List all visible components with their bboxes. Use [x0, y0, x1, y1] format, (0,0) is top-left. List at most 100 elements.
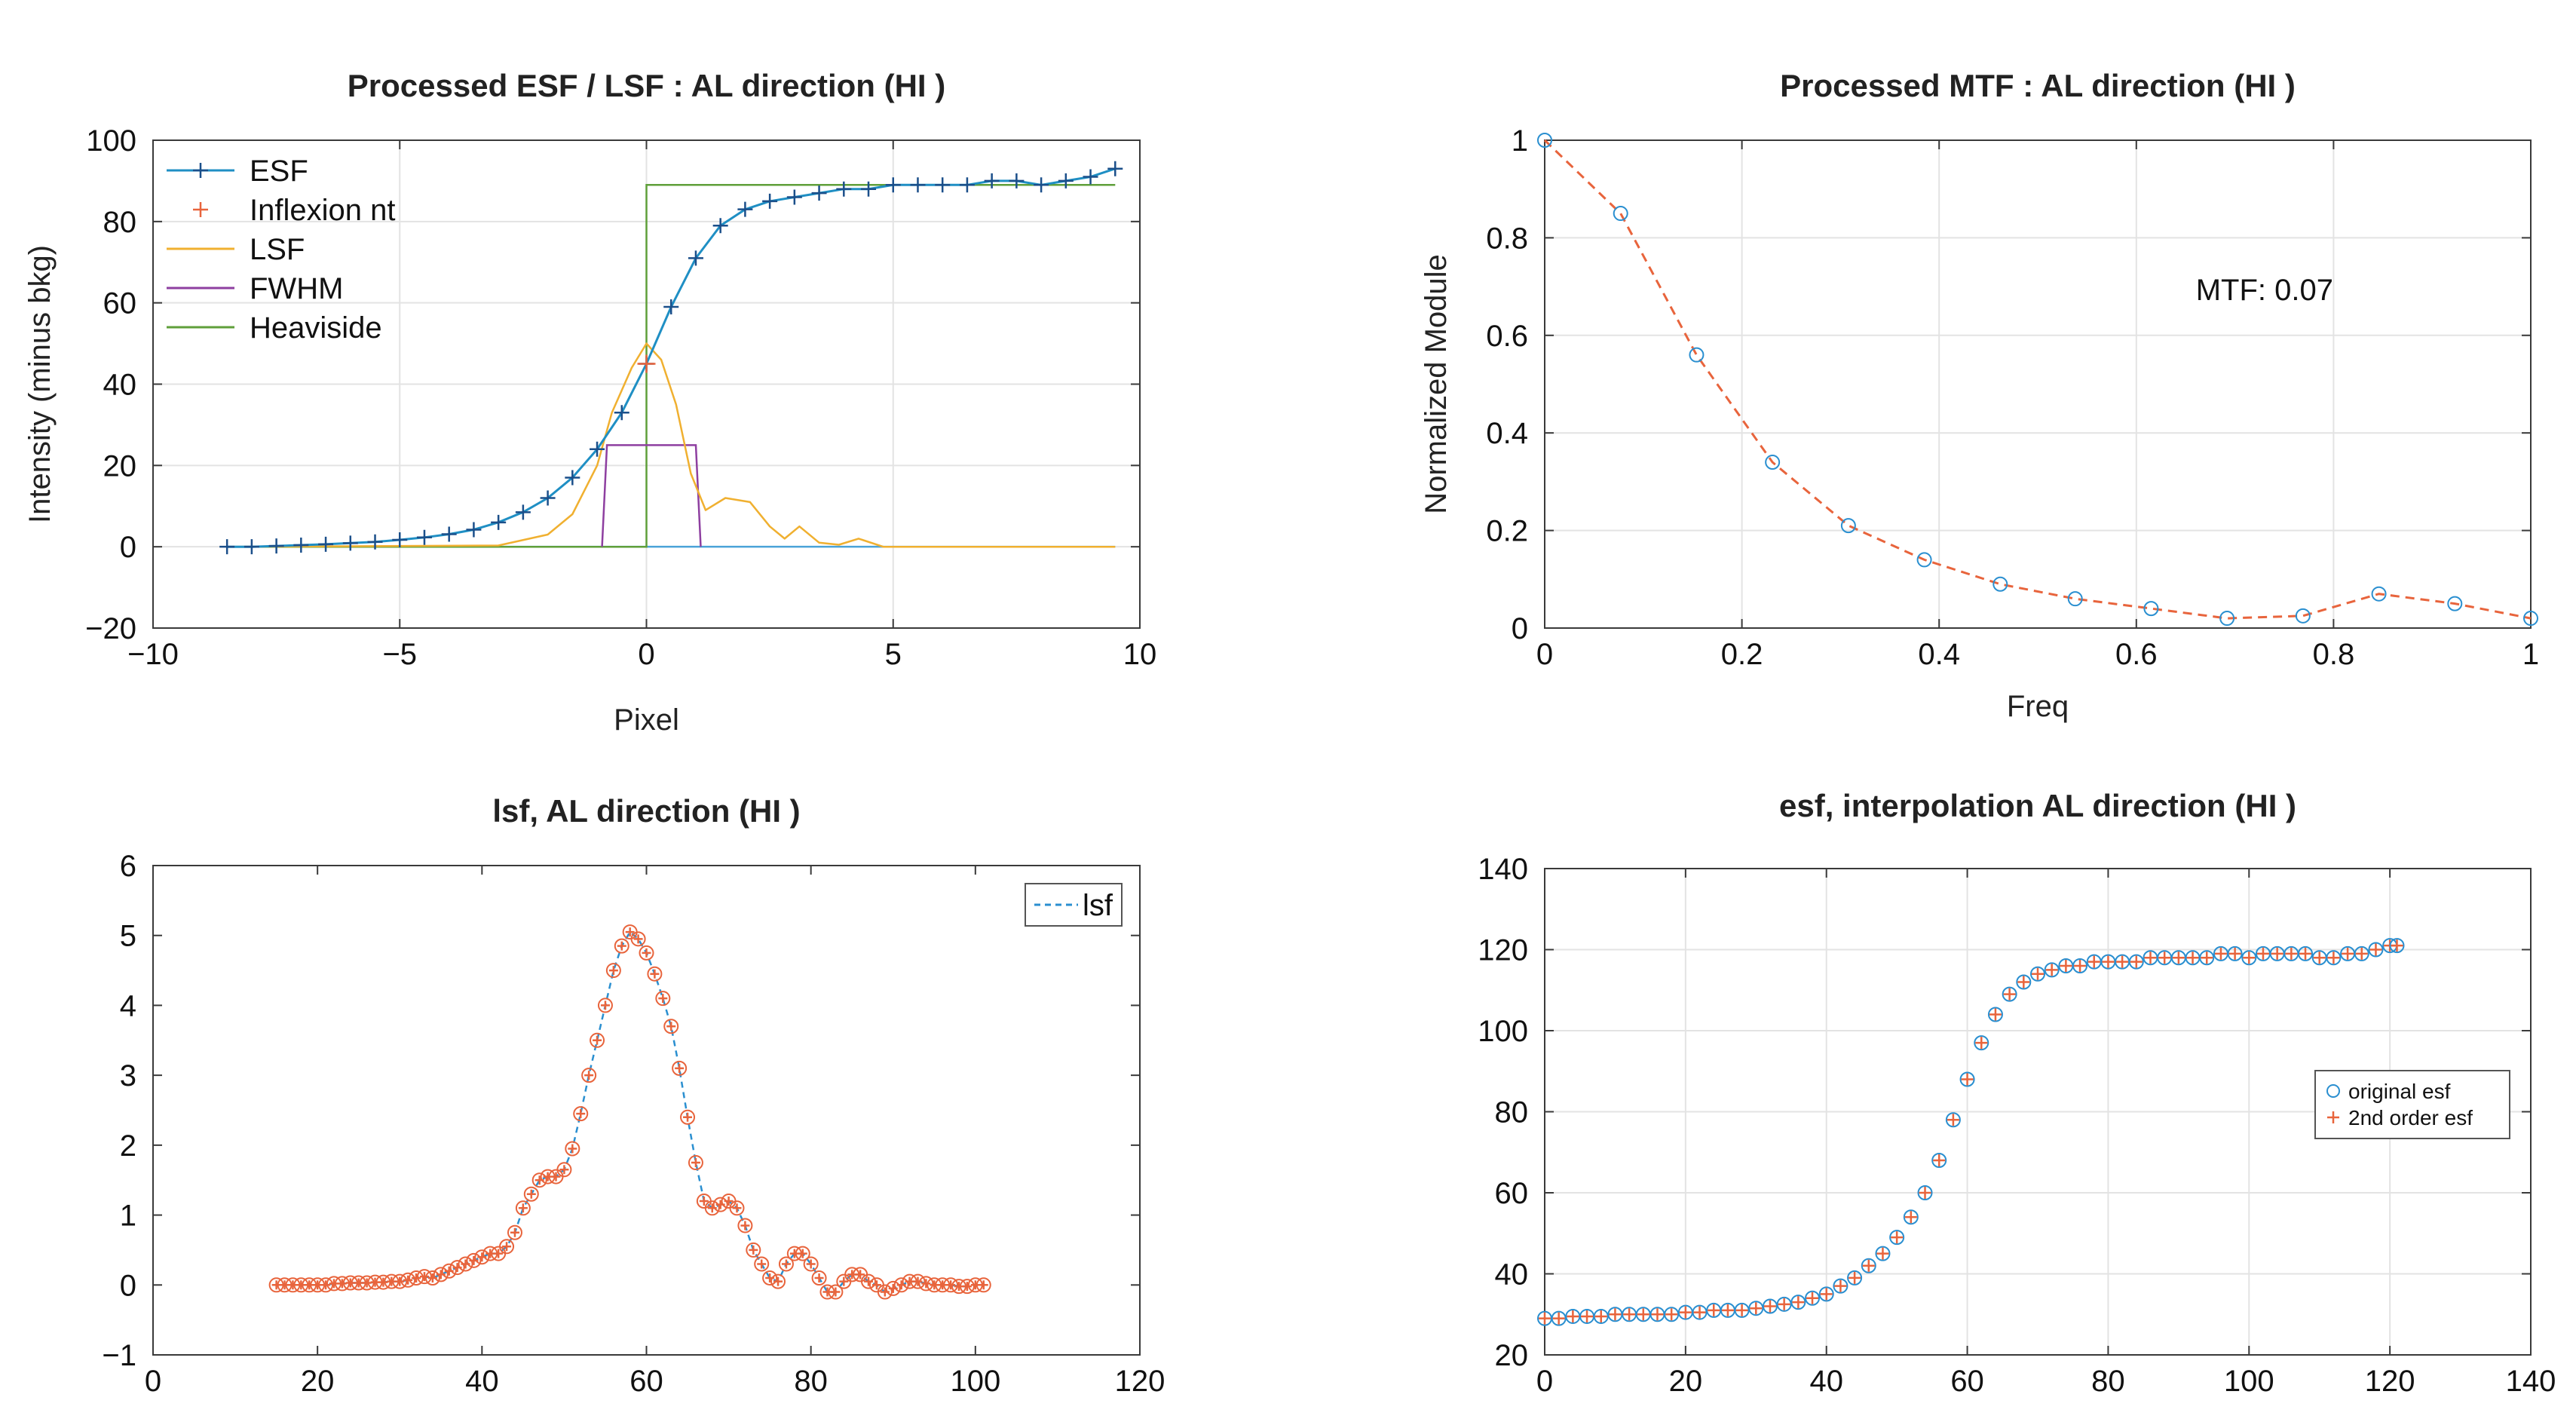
esf-point [836, 181, 852, 197]
y-tick-label: 0 [1512, 612, 1528, 645]
mtf-point [1613, 206, 1628, 222]
second-order-esf-point [2214, 947, 2227, 960]
esf-point [959, 177, 975, 193]
lsf-point [573, 1106, 589, 1122]
second-order-esf-point [1975, 1037, 1988, 1050]
lsf-point-cross [749, 1245, 758, 1255]
esf-point [688, 250, 703, 266]
second-order-esf-point [1637, 1308, 1649, 1321]
lsf-point-cross [617, 941, 626, 951]
original-esf-point [1917, 1185, 1933, 1200]
lsf-point-cross [271, 1280, 281, 1290]
original-esf-point [1945, 1112, 1961, 1128]
second-order-esf-point [1539, 1312, 1551, 1325]
esf-point [416, 529, 432, 545]
y-tick-label: 60 [103, 287, 137, 320]
lsf-point [499, 1239, 515, 1255]
lsf-point [449, 1260, 465, 1276]
lsf-point [704, 1200, 720, 1216]
x-tick-label: 100 [2224, 1365, 2274, 1398]
lsf-point-cross [568, 1144, 577, 1154]
legend-label: LSF [250, 233, 305, 266]
x-tick-label: 1 [2522, 638, 2539, 671]
second-order-esf-point [1891, 1231, 1904, 1244]
lsf-point-cross [280, 1280, 289, 1290]
original-esf-point [1664, 1307, 1680, 1322]
mtf-point [1840, 518, 1856, 534]
original-esf-point [1861, 1258, 1876, 1273]
lsf-point [672, 1060, 688, 1076]
lsf-point-cross [675, 1063, 685, 1073]
second-order-esf-point [2003, 988, 2016, 1001]
lsf-point-cross [724, 1197, 734, 1206]
second-order-esf-point [2327, 952, 2340, 964]
lsf-point-cross [559, 1165, 569, 1175]
x-tick-label: 20 [1669, 1365, 1703, 1398]
lsf-point-cross [313, 1280, 323, 1290]
second-order-esf-point [1708, 1304, 1720, 1316]
lsf-point-cross [847, 1270, 857, 1279]
lsf-point [746, 1242, 761, 1258]
lsf-line [276, 930, 984, 1294]
esf-point [984, 173, 1000, 188]
second-order-esf-point [1919, 1187, 1931, 1199]
second-order-esf-point [1679, 1306, 1692, 1319]
lsf-point [795, 1246, 810, 1261]
original-esf-point [1833, 1278, 1849, 1294]
second-order-esf-point [2172, 952, 2185, 964]
lsf-point [433, 1267, 449, 1282]
chart-title: Processed MTF : AL direction (HI ) [1780, 68, 2296, 103]
esf-point [935, 177, 951, 193]
legend-label: Inflexion nt [250, 194, 395, 227]
second-order-esf-point [2130, 955, 2143, 968]
legend-marker [2327, 1111, 2339, 1123]
x-tick-label: 5 [885, 638, 902, 671]
second-order-esf-point [2060, 960, 2072, 972]
y-tick-label: 3 [120, 1059, 136, 1092]
y-tick-label: 0.8 [1486, 222, 1528, 255]
esf-point [885, 177, 901, 193]
lsf-point [531, 1172, 547, 1188]
x-tick-label: 80 [2091, 1365, 2125, 1398]
chart-title: lsf, AL direction (HI ) [492, 793, 800, 829]
y-tick-label: 0.2 [1486, 515, 1528, 548]
lsf-point-cross [814, 1273, 824, 1283]
lsf-point [943, 1277, 959, 1293]
lsf-point-cross [781, 1259, 791, 1269]
x-tick-label: 0 [638, 638, 654, 671]
second-order-esf-point [1609, 1308, 1622, 1321]
lsf-point [630, 931, 646, 947]
lsf-point [663, 1019, 679, 1034]
fwhm-series [601, 444, 702, 547]
original-esf-point [2368, 942, 2384, 958]
second-order-esf-point [2256, 947, 2269, 960]
second-order-esf-point [1750, 1302, 1763, 1315]
original-esf-point [1593, 1308, 1609, 1324]
lsf-point-cross [650, 969, 660, 979]
lsf-point [605, 963, 621, 979]
esf-point [910, 177, 926, 193]
original-esf-point [1903, 1209, 1919, 1225]
lsf-point-cross [576, 1109, 586, 1119]
second-order-esf-point [2369, 943, 2382, 956]
legend-marker [193, 163, 208, 178]
x-tick-label: −10 [127, 638, 179, 671]
lsf-point-cross [337, 1279, 347, 1289]
lsf-point-cross [658, 994, 668, 1004]
esf-point [811, 185, 827, 201]
second-order-esf-point [2271, 947, 2283, 960]
second-order-esf-point [1933, 1154, 1946, 1166]
y-tick-label: −20 [85, 612, 136, 645]
y-tick-label: 80 [1495, 1096, 1529, 1129]
chart-title: esf, interpolation AL direction (HI ) [1779, 788, 2296, 823]
lsf-point-cross [395, 1276, 405, 1286]
lsf-point-cross [593, 1035, 602, 1045]
x-tick-label: 60 [1950, 1365, 1984, 1398]
y-axis-label: Normalized Module [1420, 254, 1453, 514]
y-tick-label: 20 [103, 449, 137, 483]
esf-point [565, 470, 580, 486]
legend-label: original esf [2348, 1080, 2451, 1103]
legend-marker [193, 202, 208, 217]
lsf-point [712, 1197, 728, 1212]
second-order-esf-point [1820, 1288, 1833, 1301]
